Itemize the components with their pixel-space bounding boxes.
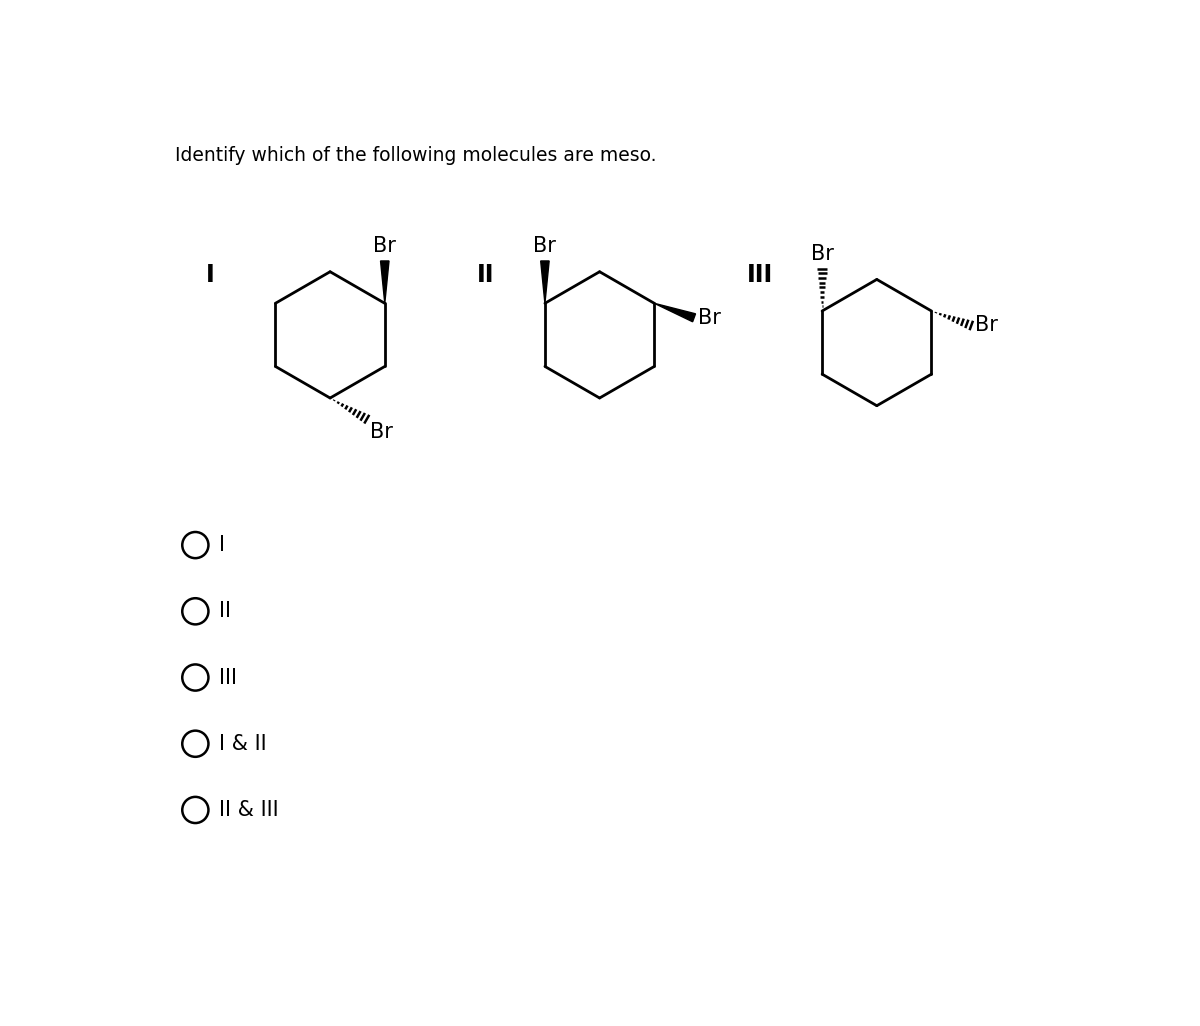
Text: II: II xyxy=(220,601,232,622)
Text: Br: Br xyxy=(811,244,834,264)
Text: II & III: II & III xyxy=(220,800,278,820)
Polygon shape xyxy=(654,304,696,322)
Text: Br: Br xyxy=(698,308,721,327)
Text: II: II xyxy=(476,263,494,287)
Polygon shape xyxy=(541,261,550,304)
Polygon shape xyxy=(380,261,389,304)
Text: I: I xyxy=(206,263,215,287)
Text: III: III xyxy=(220,668,238,687)
Text: I & II: I & II xyxy=(220,734,266,754)
Text: I: I xyxy=(220,536,226,555)
Text: Br: Br xyxy=(373,236,396,256)
Text: Identify which of the following molecules are meso.: Identify which of the following molecule… xyxy=(174,147,656,165)
Text: Br: Br xyxy=(370,423,392,442)
Text: Br: Br xyxy=(976,315,998,336)
Text: Br: Br xyxy=(534,236,557,256)
Text: III: III xyxy=(746,263,773,287)
